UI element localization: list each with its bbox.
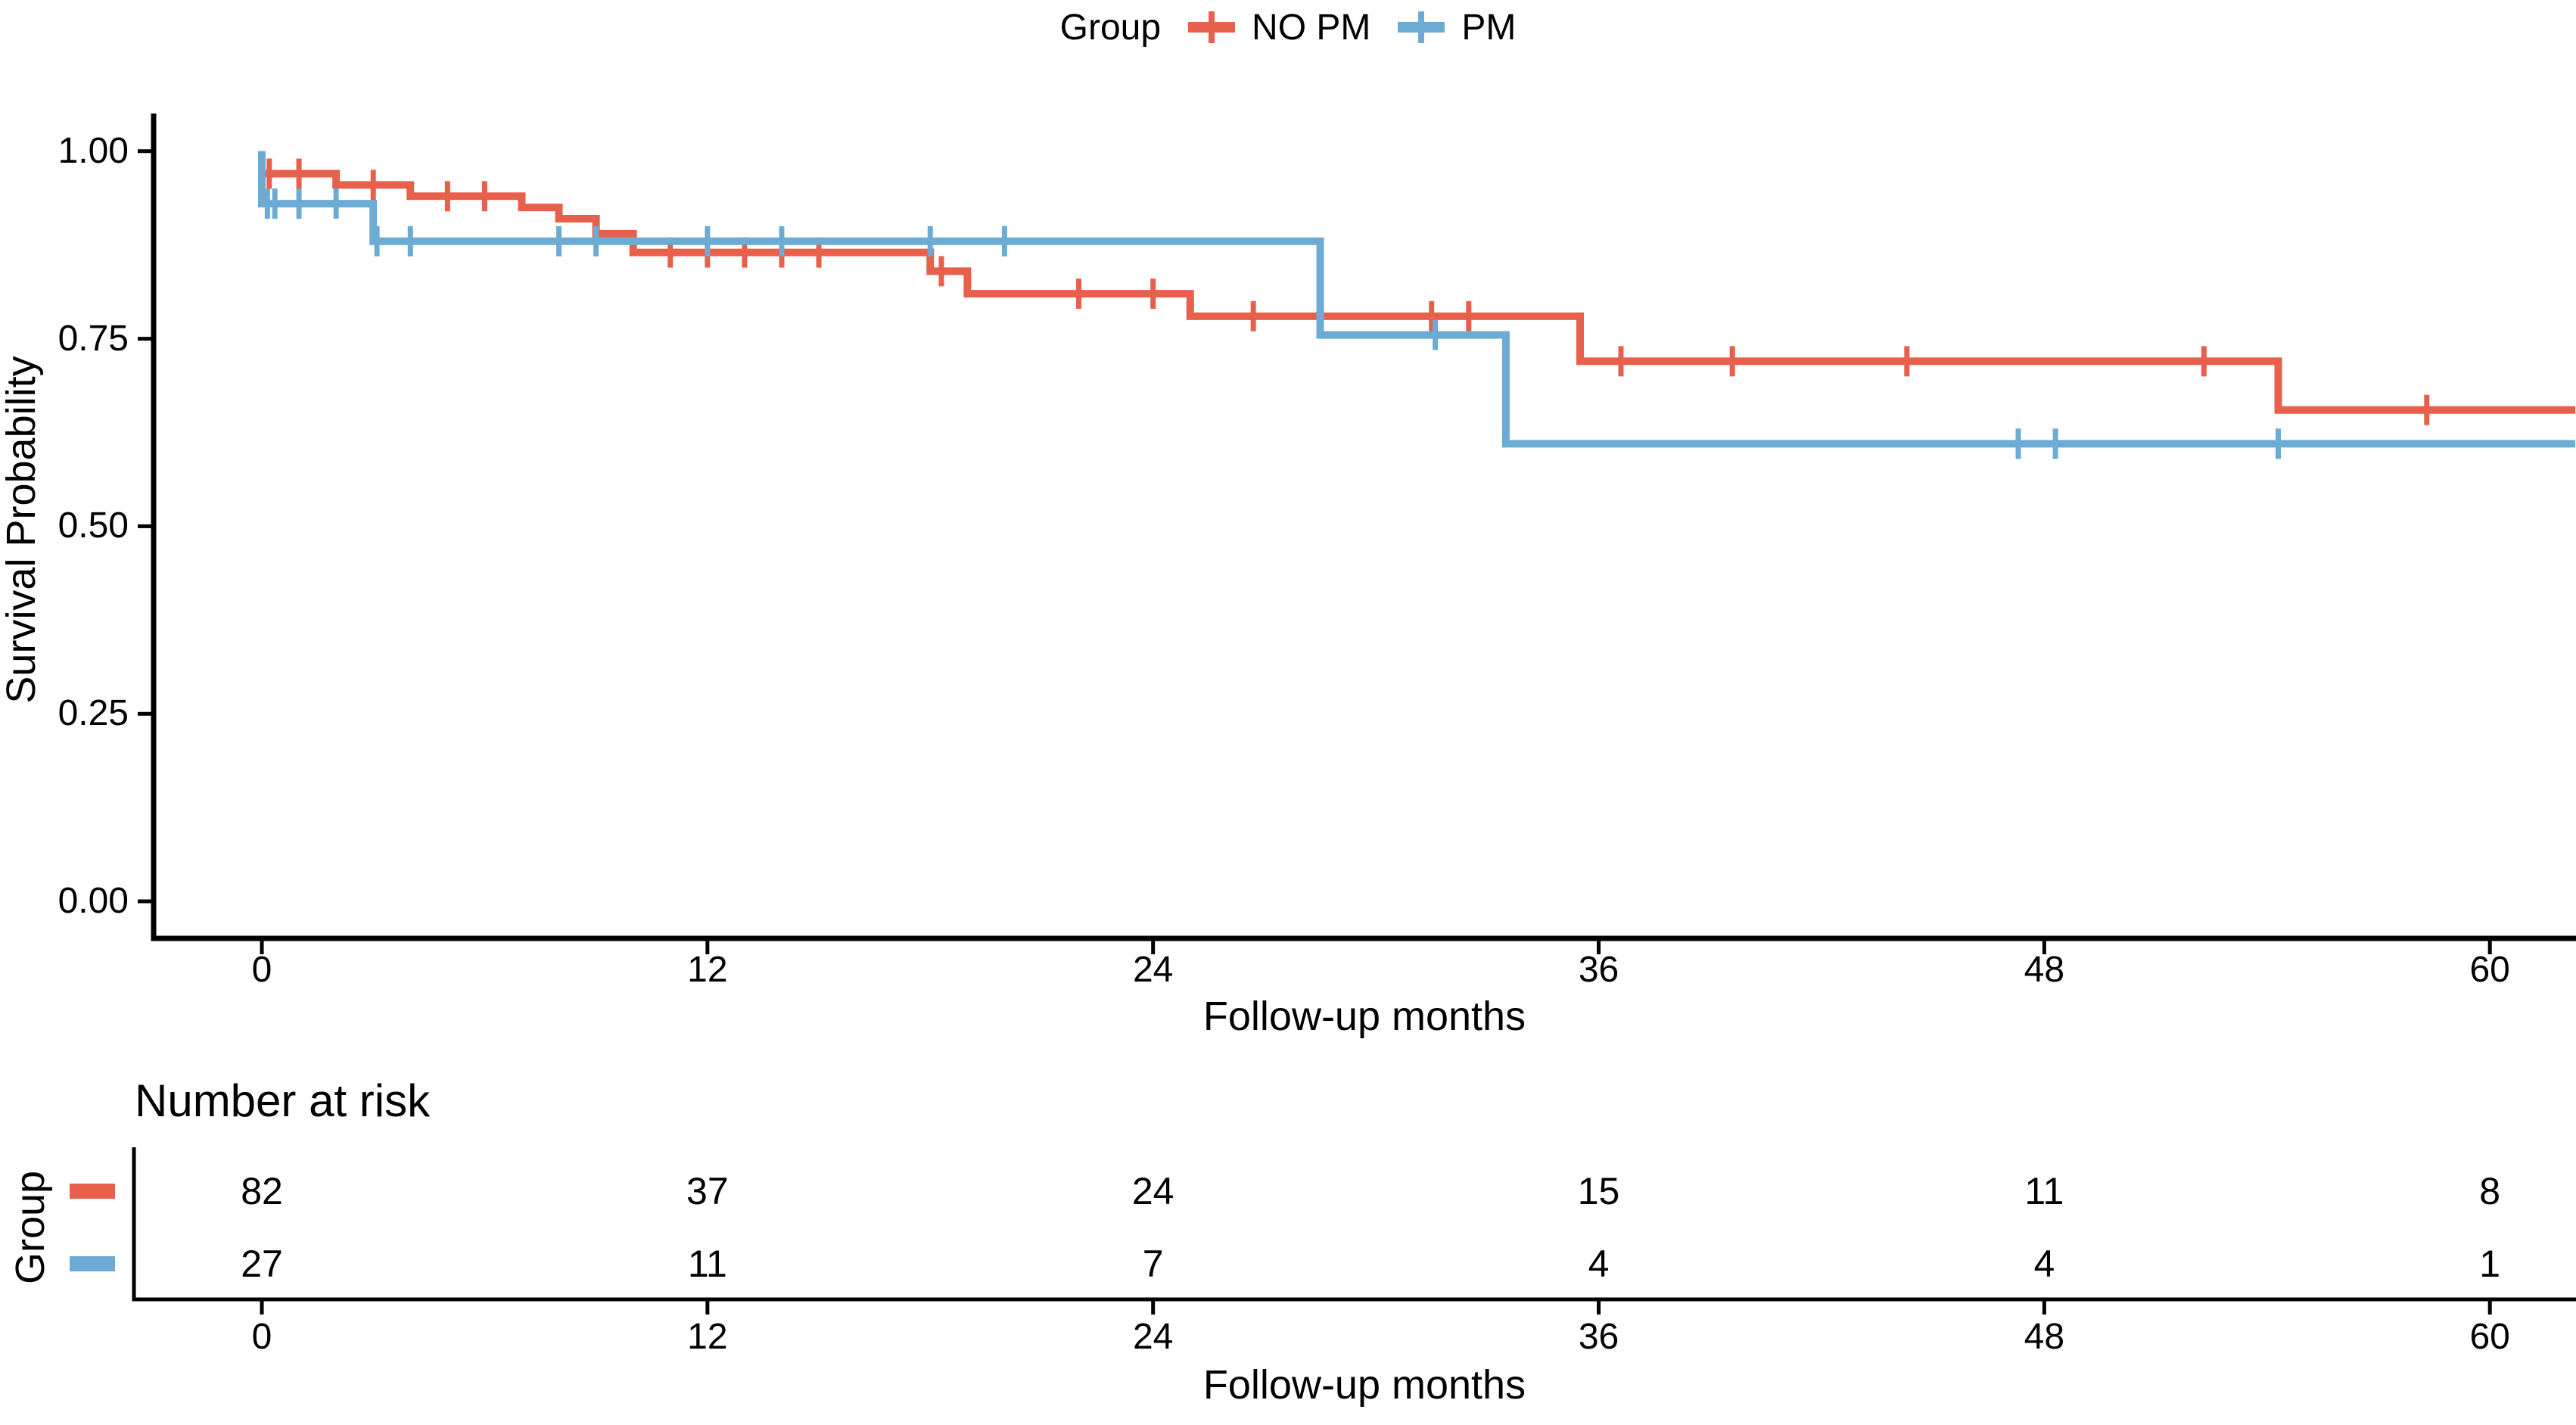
legend-item-no-pm: NO PM — [1187, 7, 1370, 48]
y-tick-label: 0.25 — [58, 693, 129, 734]
risk-table-group-axis-label: Group — [8, 1170, 53, 1285]
risk-table-x-tick-label: 24 — [1132, 1317, 1174, 1357]
y-tick-label: 0.50 — [58, 506, 129, 546]
x-axis-title: Follow-up months — [1202, 994, 1526, 1039]
km-curve-no-pm — [258, 151, 2576, 414]
risk-table-value: 4 — [2033, 1243, 2055, 1285]
y-tick-label: 1.00 — [58, 130, 129, 171]
x-tick-label: 0 — [251, 950, 272, 990]
risk-table-value: 1 — [2479, 1243, 2501, 1285]
y-tick-label: 0.75 — [58, 318, 129, 359]
risk-table-value: 8 — [2479, 1170, 2501, 1212]
risk-swatch-pm — [70, 1256, 115, 1271]
legend: Group NO PM PM — [0, 6, 2576, 48]
risk-table-value: 7 — [1142, 1243, 1164, 1285]
risk-table-value: 11 — [687, 1243, 727, 1285]
x-tick-label: 60 — [2469, 950, 2510, 990]
risk-table-title: Number at risk — [135, 1075, 431, 1126]
legend-item-pm: PM — [1396, 7, 1516, 48]
legend-label-no-pm: NO PM — [1252, 7, 1371, 48]
risk-table-value: 24 — [1131, 1170, 1174, 1212]
risk-table-value: 82 — [241, 1170, 283, 1212]
legend-title: Group — [1059, 7, 1162, 48]
risk-table-value: 4 — [1588, 1243, 1610, 1285]
legend-key-pm-icon — [1398, 11, 1445, 43]
risk-table-value: 27 — [241, 1243, 283, 1285]
legend-key-no-pm-icon — [1188, 11, 1236, 43]
legend-label-pm: PM — [1461, 7, 1517, 48]
risk-table-x-tick-label: 12 — [687, 1317, 728, 1357]
risk-table-x-axis-title: Follow-up months — [1202, 1362, 1526, 1408]
y-tick-label: 0.00 — [58, 881, 129, 921]
risk-table-x-tick-label: 36 — [1578, 1317, 1619, 1357]
x-tick-label: 48 — [2024, 950, 2065, 990]
risk-table-value: 11 — [2024, 1170, 2064, 1212]
risk-swatch-no-pm — [70, 1184, 115, 1199]
risk-table-x-tick-label: 48 — [2024, 1317, 2065, 1357]
risk-table-value: 37 — [686, 1170, 729, 1212]
risk-table-x-tick-label: 0 — [251, 1317, 272, 1357]
km-curve-pm — [258, 151, 2576, 448]
x-tick-label: 36 — [1578, 950, 1619, 990]
x-tick-label: 24 — [1132, 950, 1174, 990]
x-tick-label: 12 — [687, 950, 728, 990]
risk-table-value: 15 — [1577, 1170, 1620, 1212]
risk-table-x-tick-label: 60 — [2469, 1317, 2510, 1357]
